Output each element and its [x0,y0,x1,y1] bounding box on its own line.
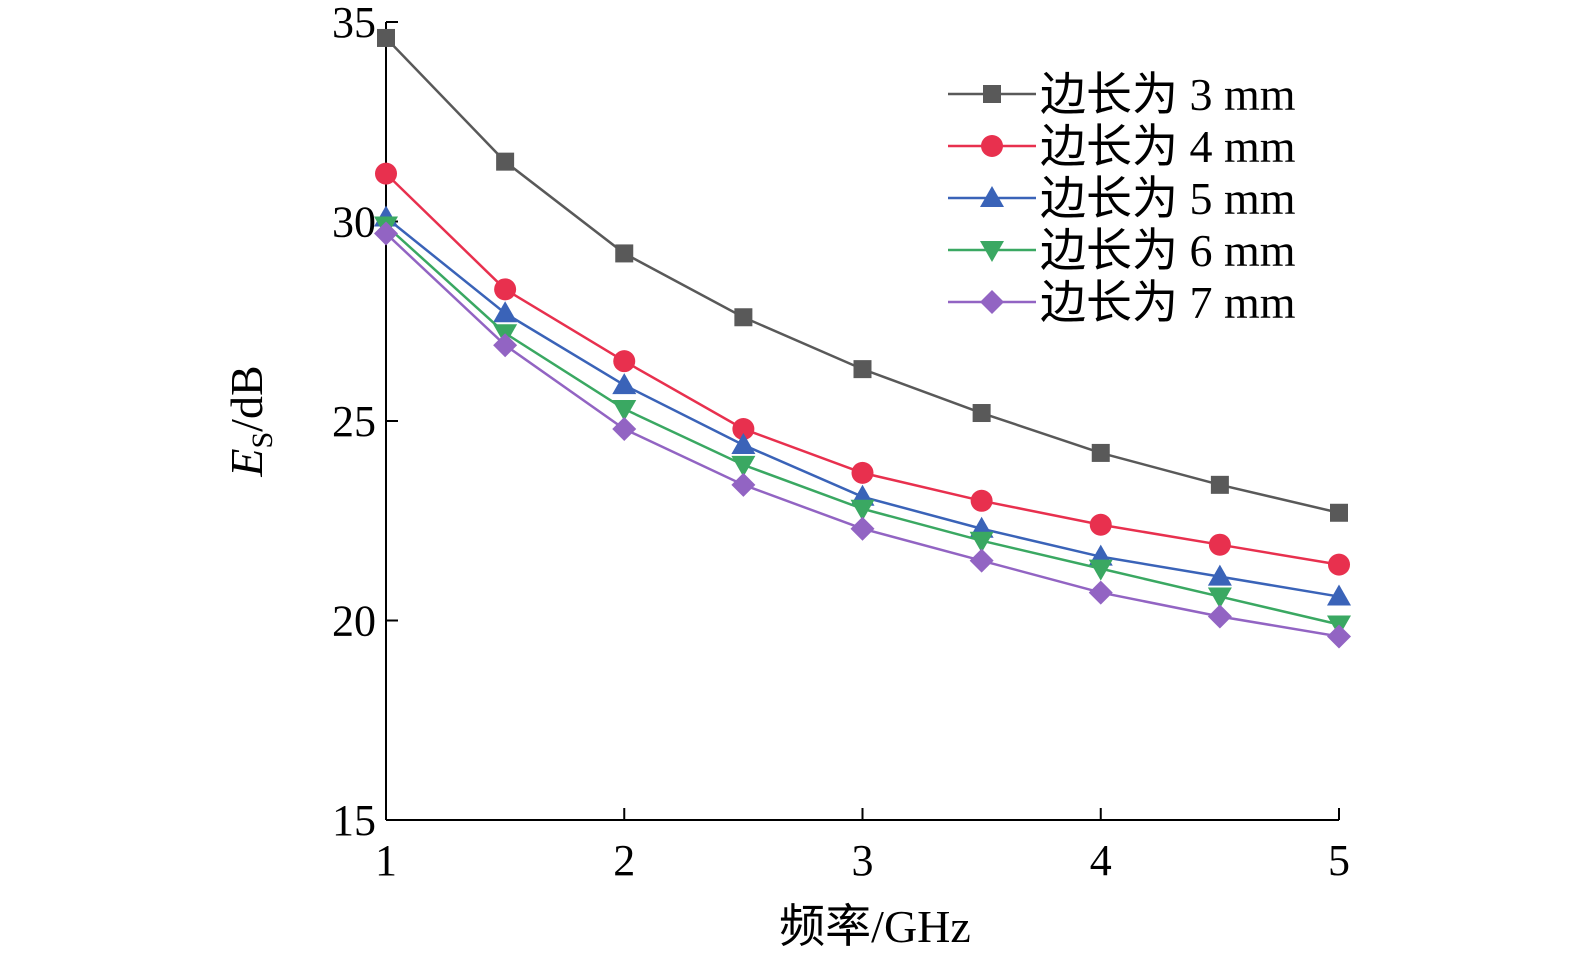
x-tick-label: 1 [375,836,397,885]
y-tick-label: 30 [332,198,376,247]
data-point [969,548,994,573]
series-2 [375,162,1350,576]
data-point [1330,503,1348,522]
data-point [972,404,991,423]
data-point [1207,604,1232,629]
series-layer [374,28,1351,649]
y-tick-label: 35 [332,0,376,47]
y-tick-label: 15 [332,796,376,845]
legend-entry: 边长为 7 mm [948,277,1296,328]
data-point [850,499,875,521]
y-axis-title-main: E [221,449,272,478]
x-axis-title: 频率/GHz [779,901,971,952]
series-1 [377,28,1348,522]
data-point [732,417,755,440]
data-point [1207,587,1232,609]
data-point [612,400,637,422]
legend-entry: 边长为 6 mm [948,225,1296,276]
series-5 [374,221,1351,649]
data-point [493,333,518,358]
y-tick-label: 25 [332,397,376,446]
data-point [731,472,756,497]
data-point [377,28,395,47]
data-point [374,221,398,246]
data-point [1089,513,1112,536]
data-point [493,301,518,323]
data-point [731,432,756,454]
data-point [1088,580,1113,605]
x-tick-label: 2 [613,836,635,885]
data-point [613,350,636,373]
legend-marker [980,290,1004,314]
legend-label: 边长为 3 mm [1040,69,1296,120]
data-point [1208,533,1231,556]
legend-entry: 边长为 4 mm [948,121,1296,172]
data-point [970,489,993,512]
data-point [612,416,637,441]
data-point [496,152,515,171]
legend-entry: 边长为 5 mm [948,173,1296,224]
data-point [612,373,637,395]
y-tick-label: 20 [332,597,376,646]
legend-marker [981,135,1003,157]
legend-label: 边长为 6 mm [1040,225,1296,276]
legend-marker [980,186,1004,207]
legend-label: 边长为 7 mm [1040,277,1296,328]
data-point [1091,443,1110,462]
legend-entry: 边长为 3 mm [948,69,1296,120]
legend-marker [983,85,1001,103]
data-point [1327,584,1351,606]
legend-marker [980,241,1004,262]
x-tick-label: 4 [1090,836,1112,885]
data-point [734,308,753,327]
data-point [494,278,517,301]
y-axis-title: ES/dB [221,365,279,477]
x-tick-label: 3 [852,836,874,885]
data-point [1088,559,1113,581]
data-point [850,516,875,541]
x-ticks: 1 2 3 4 5 [375,808,1350,885]
y-axis-title-suffix: /dB [221,365,272,431]
series-4 [374,216,1351,637]
legend-label: 边长为 5 mm [1040,173,1296,224]
data-point [1328,553,1350,576]
data-point [853,360,872,379]
y-ticks: 15 20 25 30 35 [332,0,398,845]
data-point [615,244,634,263]
x-tick-label: 5 [1328,836,1350,885]
data-point [969,531,994,553]
data-point [1207,564,1232,586]
data-point [731,455,756,477]
data-point [1327,624,1351,649]
legend-label: 边长为 4 mm [1040,121,1296,172]
data-point [375,162,397,185]
data-point [851,461,874,484]
data-point [1210,475,1229,494]
y-axis-title-sub: S [246,432,279,449]
